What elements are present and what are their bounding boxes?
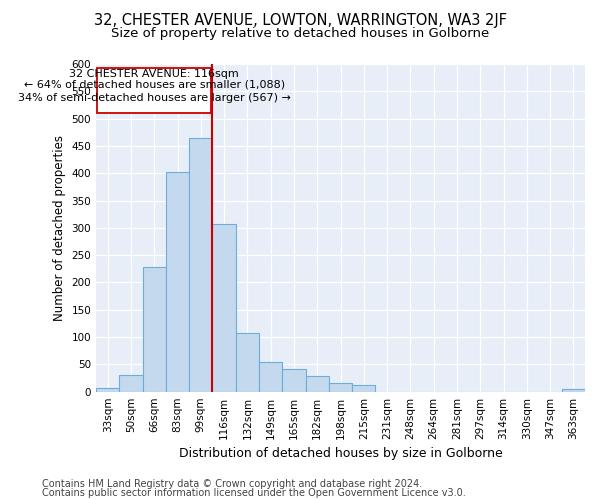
Bar [236, 332, 259, 392]
Bar [212, 224, 236, 392]
Text: 32, CHESTER AVENUE, LOWTON, WARRINGTON, WA3 2JF: 32, CHESTER AVENUE, LOWTON, WARRINGTON, … [94, 12, 506, 28]
Bar [96, 388, 119, 392]
Bar [305, 376, 329, 392]
Bar [329, 384, 352, 392]
Bar [189, 138, 212, 392]
Text: Contains HM Land Registry data © Crown copyright and database right 2024.: Contains HM Land Registry data © Crown c… [42, 479, 422, 489]
FancyBboxPatch shape [97, 68, 211, 113]
Bar [562, 389, 585, 392]
Text: ← 64% of detached houses are smaller (1,088): ← 64% of detached houses are smaller (1,… [24, 80, 285, 90]
X-axis label: Distribution of detached houses by size in Golborne: Distribution of detached houses by size … [179, 447, 502, 460]
Text: 32 CHESTER AVENUE: 116sqm: 32 CHESTER AVENUE: 116sqm [70, 68, 239, 78]
Bar [143, 267, 166, 392]
Bar [119, 376, 143, 392]
Text: 34% of semi-detached houses are larger (567) →: 34% of semi-detached houses are larger (… [18, 93, 291, 103]
Bar [283, 370, 305, 392]
Text: Size of property relative to detached houses in Golborne: Size of property relative to detached ho… [111, 28, 489, 40]
Bar [166, 172, 189, 392]
Bar [259, 362, 283, 392]
Bar [352, 385, 376, 392]
Y-axis label: Number of detached properties: Number of detached properties [53, 135, 66, 321]
Text: Contains public sector information licensed under the Open Government Licence v3: Contains public sector information licen… [42, 488, 466, 498]
